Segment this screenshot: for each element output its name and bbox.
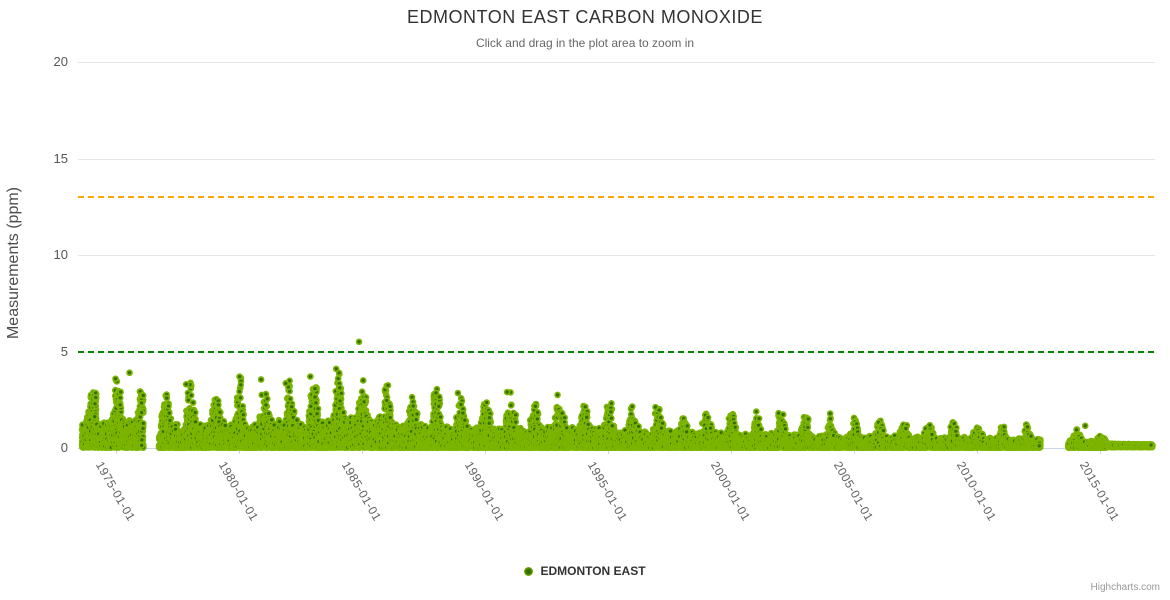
y-axis-label: 15 — [53, 150, 68, 166]
legend-item-edmonton-east[interactable]: EDMONTON EAST — [524, 564, 646, 578]
y-axis-label: 0 — [60, 440, 68, 455]
legend-label: EDMONTON EAST — [540, 564, 646, 578]
y-axis-label: 5 — [60, 343, 68, 359]
y-axis-label: 10 — [53, 247, 68, 262]
series-marker-icon — [524, 566, 534, 576]
y-axis-label: 20 — [53, 54, 68, 69]
chart-title: EDMONTON EAST CARBON MONOXIDE — [407, 7, 763, 27]
y-axis-title: Measurements (ppm) — [5, 186, 22, 340]
highcharts-credits-link[interactable]: Highcharts.com — [1090, 582, 1160, 593]
chart-subtitle: Click and drag in the plot area to zoom … — [475, 36, 695, 50]
legend: EDMONTON EAST — [0, 564, 1170, 578]
